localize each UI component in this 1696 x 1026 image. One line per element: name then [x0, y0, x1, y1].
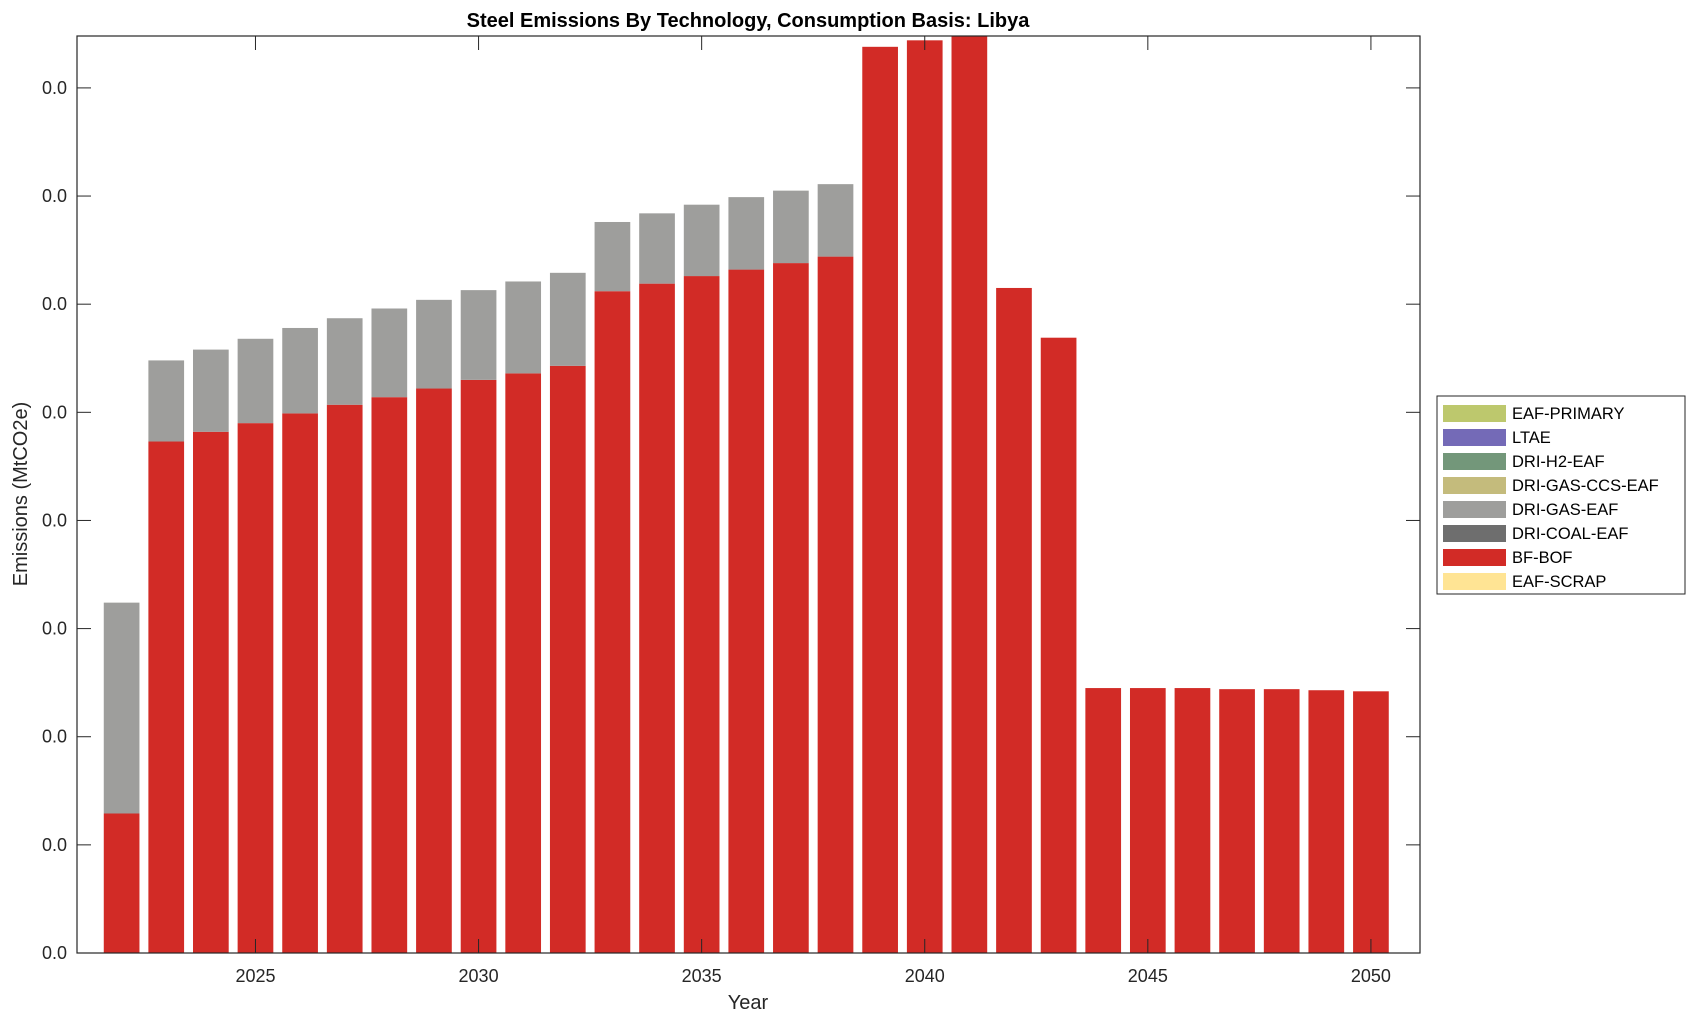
x-tick-label: 2025 [235, 966, 275, 986]
legend-label: EAF-PRIMARY [1512, 405, 1624, 423]
y-tick-label: 0.0 [42, 943, 67, 963]
x-tick-label: 2050 [1351, 966, 1391, 986]
y-tick-label: 0.0 [42, 402, 67, 422]
bar-dri-gas-eaf-2025 [237, 338, 274, 424]
bar-bf-bof-2048 [1263, 689, 1300, 953]
legend-label: DRI-COAL-EAF [1512, 525, 1628, 543]
y-tick-label: 0.0 [42, 186, 67, 206]
legend-label: LTAE [1512, 429, 1551, 447]
legend-swatch-ltae [1443, 429, 1506, 446]
y-axis-label: Emissions (MtCO2e) [10, 402, 32, 586]
legend-label: DRI-GAS-CCS-EAF [1512, 477, 1659, 495]
legend-swatch-eaf-primary [1443, 405, 1506, 422]
bar-bf-bof-2046 [1174, 688, 1211, 953]
bar-bf-bof-2029 [416, 388, 452, 953]
legend-swatch-dri-gas-eaf [1443, 501, 1506, 518]
bar-bf-bof-2025 [237, 423, 274, 953]
y-tick-label: 0.0 [42, 619, 67, 639]
bar-bf-bof-2028 [371, 397, 408, 953]
bar-dri-gas-eaf-2036 [728, 197, 765, 270]
legend: EAF-PRIMARY LTAE DRI-H2-EAF DRI-GAS-CCS-EAF… [1436, 395, 1686, 595]
bar-dri-gas-eaf-2024 [193, 349, 229, 432]
y-tick-label: 0.0 [42, 510, 67, 530]
bars-layer [103, 36, 1389, 953]
bar-bf-bof-2045 [1129, 688, 1166, 953]
bar-bf-bof-2032 [549, 365, 586, 953]
bar-dri-gas-eaf-2037 [773, 190, 809, 264]
bar-bf-bof-2031 [505, 373, 542, 953]
bar-bf-bof-2026 [282, 413, 318, 953]
legend-swatch-dri-h2-eaf [1443, 453, 1506, 470]
bar-bf-bof-2027 [326, 404, 363, 953]
bar-bf-bof-2044 [1085, 688, 1122, 953]
bar-bf-bof-2049 [1308, 690, 1345, 953]
bar-dri-gas-eaf-2031 [505, 281, 542, 374]
bar-dri-gas-eaf-2034 [639, 213, 675, 284]
legend-label: EAF-SCRAP [1512, 573, 1606, 591]
legend-label: BF-BOF [1512, 549, 1573, 567]
x-tick-label: 2030 [459, 966, 499, 986]
plot-frame [76, 35, 1421, 954]
bar-dri-gas-eaf-2038 [817, 184, 854, 257]
y-tick-label: 0.0 [42, 78, 67, 98]
bar-bf-bof-2030 [460, 379, 497, 953]
bar-bf-bof-2038 [817, 256, 854, 953]
bar-bf-bof-2042 [996, 287, 1032, 953]
y-tick-label: 0.0 [42, 294, 67, 314]
x-axis-label: Year [728, 992, 769, 1014]
bar-dri-gas-eaf-2035 [683, 204, 720, 277]
bar-bf-bof-2033 [594, 291, 631, 953]
bar-bf-bof-2023 [148, 441, 185, 953]
bar-dri-gas-eaf-2023 [148, 360, 185, 442]
bar-bf-bof-2036 [728, 269, 765, 953]
bar-bf-bof-2034 [639, 283, 675, 953]
bar-bf-bof-2043 [1040, 337, 1077, 953]
chart-title: Steel Emissions By Technology, Consumpti… [467, 10, 1031, 32]
legend-label: DRI-H2-EAF [1512, 453, 1605, 471]
axes: 0.0 0.0 0.0 0.0 0.0 0.0 0.0 0.0 0.0 2025 2030 2035 2… [42, 35, 1421, 986]
bar-bf-bof-2037 [773, 263, 809, 953]
bar-bf-bof-2024 [193, 431, 229, 953]
bar-dri-gas-eaf-2022 [103, 602, 140, 814]
bar-bf-bof-2035 [683, 276, 720, 953]
legend-label: DRI-GAS-EAF [1512, 501, 1618, 519]
bar-dri-gas-eaf-2032 [549, 272, 586, 366]
bar-dri-gas-eaf-2028 [371, 308, 408, 398]
bar-dri-gas-eaf-2027 [326, 318, 363, 405]
x-tick-label: 2045 [1128, 966, 1168, 986]
legend-swatch-bf-bof [1443, 549, 1506, 566]
bar-bf-bof-2050 [1353, 691, 1389, 953]
y-tick-label: 0.0 [42, 835, 67, 855]
bar-dri-gas-eaf-2029 [416, 299, 452, 389]
legend-swatch-eaf-scrap [1443, 573, 1506, 590]
x-tick-label: 2035 [682, 966, 722, 986]
bar-dri-gas-eaf-2030 [460, 290, 497, 380]
y-tick-label: 0.0 [42, 727, 67, 747]
bar-dri-gas-eaf-2026 [282, 327, 318, 414]
bar-bf-bof-2047 [1219, 689, 1255, 953]
bar-dri-gas-eaf-2033 [594, 221, 631, 292]
bar-bf-bof-2039 [862, 46, 898, 953]
bar-bf-bof-2041 [951, 36, 988, 953]
legend-swatch-dri-gas-ccs-eaf [1443, 477, 1506, 494]
bar-bf-bof-2040 [906, 40, 943, 953]
x-tick-label: 2040 [905, 966, 945, 986]
bar-bf-bof-2022 [103, 813, 140, 953]
legend-swatch-dri-coal-eaf [1443, 525, 1506, 542]
